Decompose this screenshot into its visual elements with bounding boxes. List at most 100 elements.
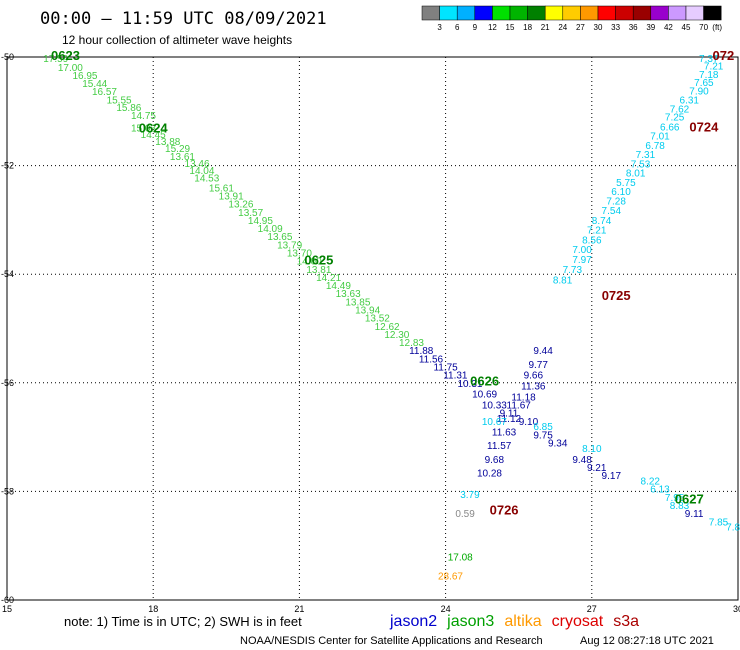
wave-height-label: 9.75 — [533, 430, 553, 441]
x-tick-label: 24 — [441, 604, 451, 614]
wave-height-label: 6.78 — [645, 141, 665, 152]
wave-height-label: 11.57 — [487, 441, 512, 452]
pass-time-label: 072 — [713, 48, 735, 63]
wave-height-label: 7.18 — [699, 70, 719, 81]
wave-height-label: 5.75 — [616, 178, 636, 189]
wave-height-label: 13.65 — [267, 232, 292, 243]
wave-height-label: 8.56 — [582, 235, 602, 246]
colorbar-label: 21 — [541, 23, 550, 32]
colorbar-swatch — [527, 5, 546, 21]
wave-height-label: 9.10 — [519, 417, 539, 428]
wave-height-label: 11.67 — [507, 401, 532, 412]
x-tick-label: 15 — [2, 604, 12, 614]
colorbar-label: 27 — [576, 23, 585, 32]
wave-height-label: 7.21 — [587, 226, 607, 237]
wave-height-label: 28.67 — [438, 572, 463, 583]
wave-height-label: 11.18 — [511, 392, 536, 403]
colorbar-label: 36 — [629, 23, 638, 32]
wave-height-label: 8.22 — [641, 477, 661, 488]
wave-height-label: 10.33 — [482, 401, 507, 412]
pass-time-label: 0624 — [139, 121, 169, 136]
credit-text: NOAA/NESDIS Center for Satellite Applica… — [240, 635, 543, 647]
wave-height-label: 7.73 — [563, 265, 583, 276]
wave-height-label: 9.21 — [587, 463, 607, 474]
colorbar-label: 45 — [682, 23, 691, 32]
wave-height-label: 7.95 — [665, 493, 685, 504]
satellite-legend-cryosat: cryosat — [552, 613, 604, 630]
wave-height-label: 8.10 — [582, 444, 602, 455]
wave-height-label: 9.77 — [528, 360, 548, 371]
wave-height-label: 7.37 — [699, 54, 719, 65]
wave-height-label: 16.57 — [92, 87, 117, 98]
colorbar-label: 12 — [488, 23, 497, 32]
colorbar-swatch — [474, 5, 493, 21]
wave-height-label: 11.75 — [433, 363, 458, 374]
colorbar-swatch — [615, 5, 634, 21]
wave-height-label: 11.12 — [497, 414, 522, 425]
colorbar-swatch — [632, 5, 652, 21]
wave-height-label: 7.00 — [572, 245, 592, 256]
wave-height-label: 7.28 — [606, 196, 626, 207]
plot-area: 151821242730-50-52-54-56-58-6017.5917.00… — [1, 48, 740, 614]
x-tick-label: 18 — [148, 604, 158, 614]
y-tick-label: -56 — [1, 378, 14, 388]
wave-height-label: 13.46 — [185, 159, 210, 170]
wave-height-label: 13.88 — [155, 137, 180, 148]
wave-height-label: 7.54 — [602, 206, 622, 217]
wave-height-label: 7.85 — [709, 517, 729, 528]
satellite-legend-altika: altika — [504, 613, 541, 630]
wave-height-label: 17.00 — [58, 63, 83, 74]
wave-height-label: 8.81 — [553, 276, 573, 287]
colorbar-swatch — [492, 5, 511, 21]
wave-height-label: 12.30 — [384, 330, 409, 341]
wave-height-label: 9.17 — [602, 471, 622, 482]
x-tick-label: 21 — [294, 604, 304, 614]
wave-height-label: 3.79 — [460, 490, 480, 501]
wave-height-label: 9.44 — [533, 346, 553, 357]
wave-height-label: 8.01 — [626, 169, 646, 180]
wave-height-label: 10.67 — [482, 417, 507, 428]
pass-time-label: 0627 — [675, 492, 704, 507]
wave-height-label: 13.57 — [238, 208, 263, 219]
colorbar-label: 39 — [646, 23, 655, 32]
colorbar-label: 24 — [558, 23, 567, 32]
wave-height-label: 12.62 — [375, 322, 400, 333]
wave-height-label: 13.52 — [365, 314, 390, 325]
wave-height-label: 9.48 — [572, 455, 592, 466]
colorbar-swatch — [421, 5, 440, 21]
wave-height-label: 7.65 — [694, 78, 714, 89]
wave-height-label: 15.86 — [116, 103, 141, 114]
wave-height-label: 13.85 — [345, 297, 370, 308]
plot-frame — [6, 56, 739, 601]
wave-height-label: 14.04 — [189, 166, 214, 177]
colorbar-swatch — [580, 5, 599, 21]
colorbar-label: 9 — [473, 23, 478, 32]
colorbar-label: 70 — [699, 23, 708, 32]
y-tick-label: -54 — [1, 269, 14, 279]
colorbar-swatch — [685, 5, 704, 21]
wave-height-label: 7.25 — [665, 113, 685, 124]
wave-height-label: 13.63 — [336, 289, 361, 300]
wave-height-label: 13.79 — [277, 240, 302, 251]
satellite-legend: jason2 jason3 altika cryosat s3a — [389, 613, 639, 630]
wave-height-label: 9.11 — [500, 409, 519, 420]
wave-height-label: 17.59 — [43, 54, 68, 65]
pass-time-label: 0726 — [490, 502, 519, 517]
wave-height-label: 11.36 — [521, 382, 546, 393]
wave-height-label: 12.83 — [399, 338, 424, 349]
pass-time-label: 0626 — [470, 374, 499, 389]
colorbar-label: 30 — [594, 23, 603, 32]
wave-height-label: 10.69 — [472, 390, 497, 401]
satellite-legend-jason2: jason2 — [389, 613, 437, 630]
wave-height-label: 6.66 — [660, 123, 680, 134]
wave-height-label: 13.81 — [306, 265, 331, 276]
wave-height-label: 10.31 — [457, 379, 482, 390]
wave-height-label: 11.63 — [492, 428, 517, 439]
color-scale-legend: 3 6 9 12 15 18 21 24 27 30 33 36 39 42 45 70 (ft) — [421, 5, 722, 32]
wave-height-label: 9.68 — [485, 455, 505, 466]
wave-height-label: 14.09 — [258, 224, 283, 235]
wave-height-label: 6.13 — [650, 485, 670, 496]
chart-title: 00:00 — 11:59 UTC 08/09/2021 — [40, 9, 327, 29]
x-tick-label: 27 — [587, 604, 597, 614]
